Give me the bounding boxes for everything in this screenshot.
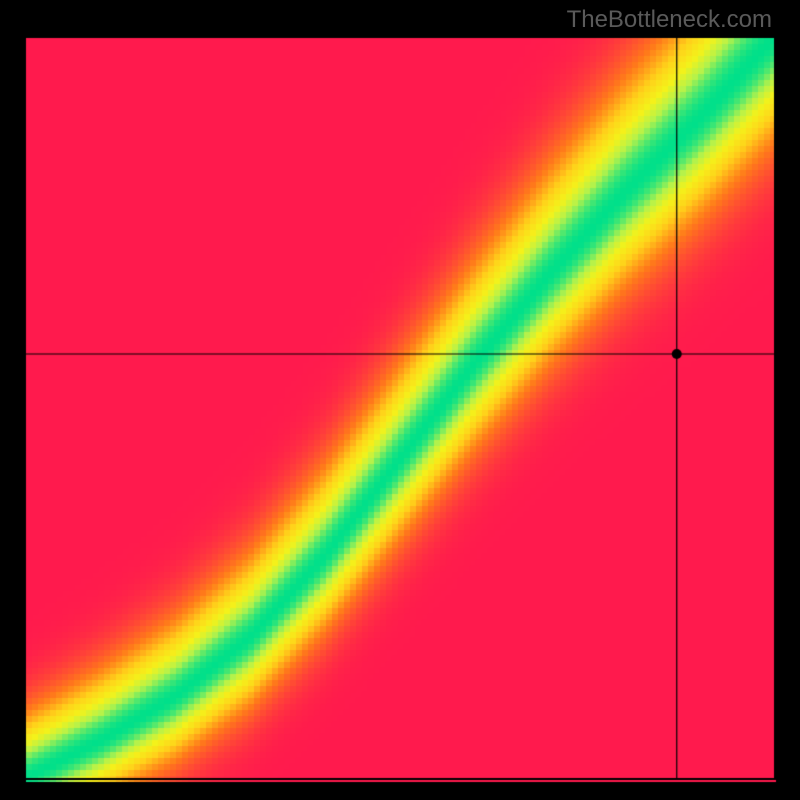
bottleneck-heatmap-canvas (0, 0, 800, 800)
watermark-text: TheBottleneck.com (567, 6, 772, 34)
root-container: TheBottleneck.com (0, 0, 800, 800)
